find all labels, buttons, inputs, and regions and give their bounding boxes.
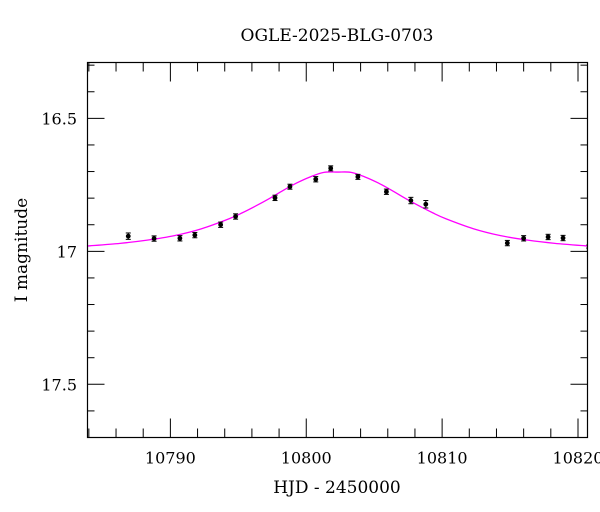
data-marker <box>521 235 527 241</box>
data-point <box>192 231 198 239</box>
model-curve <box>87 171 588 247</box>
data-marker <box>545 234 551 240</box>
x-tick-label: 10800 <box>281 449 332 468</box>
data-marker <box>272 195 278 201</box>
data-point <box>272 194 278 202</box>
data-marker <box>233 214 238 219</box>
data-point <box>233 213 239 220</box>
x-tick-label: 10820 <box>553 449 600 468</box>
data-point <box>125 232 131 240</box>
data-marker <box>192 232 198 238</box>
data-point <box>408 196 414 205</box>
x-tick-label: 10810 <box>417 449 468 468</box>
data-point <box>355 173 361 180</box>
data-marker <box>408 198 414 203</box>
data-marker <box>384 189 389 195</box>
x-tick-label: 10790 <box>145 449 196 468</box>
data-point <box>423 200 429 209</box>
data-point <box>313 176 319 183</box>
y-tick-label: 17.5 <box>41 375 77 394</box>
chart-title: OGLE-2025-BLG-0703 <box>241 26 434 46</box>
data-point <box>287 183 293 190</box>
model-curve-group <box>87 171 588 247</box>
y-axis-label: I magnitude <box>12 198 32 302</box>
data-points-group <box>125 165 588 252</box>
data-point <box>218 221 224 228</box>
data-marker <box>287 184 293 190</box>
data-marker <box>328 165 334 171</box>
plot-frame <box>86 61 589 439</box>
data-marker <box>218 222 224 228</box>
data-point <box>560 234 566 242</box>
data-point <box>328 165 334 172</box>
data-point <box>545 233 551 241</box>
y-tick-label: 17 <box>57 242 77 261</box>
data-point <box>504 239 510 247</box>
data-point <box>177 235 183 242</box>
data-marker <box>151 236 157 241</box>
data-marker <box>177 235 183 241</box>
y-tick-label: 16.5 <box>41 109 77 128</box>
data-marker <box>560 235 566 241</box>
data-point <box>383 188 389 195</box>
data-point <box>151 235 157 242</box>
data-marker <box>125 233 131 239</box>
data-marker <box>423 201 429 207</box>
data-marker <box>504 240 510 246</box>
data-point <box>521 235 527 242</box>
data-marker <box>313 176 319 182</box>
axis-tick-labels: 10790 10800 10810 10820 16.5 17 17.5 <box>41 109 600 467</box>
data-marker <box>355 174 361 180</box>
x-axis-label: HJD - 2450000 <box>273 478 401 498</box>
axis-ticks <box>87 62 588 438</box>
